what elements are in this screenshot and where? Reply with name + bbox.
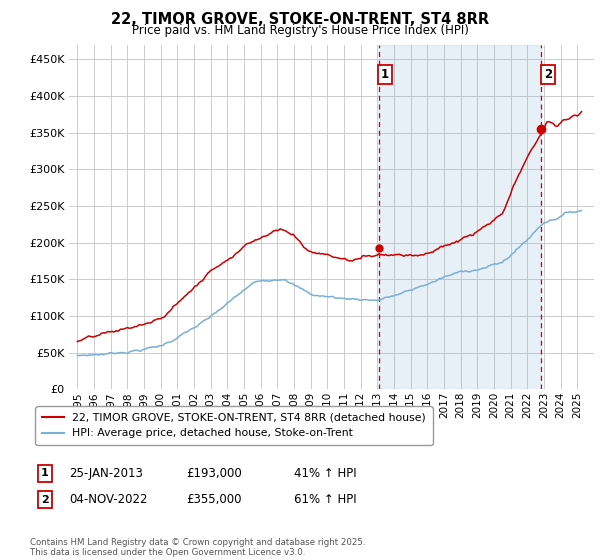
Bar	[379, 45, 541, 389]
Text: 25-JAN-2013: 25-JAN-2013	[69, 466, 143, 480]
Text: 41% ↑ HPI: 41% ↑ HPI	[294, 466, 356, 480]
Text: 04-NOV-2022: 04-NOV-2022	[69, 493, 148, 506]
Text: Price paid vs. HM Land Registry's House Price Index (HPI): Price paid vs. HM Land Registry's House …	[131, 24, 469, 36]
Text: £355,000: £355,000	[186, 493, 241, 506]
Text: 1: 1	[381, 68, 389, 81]
Text: £193,000: £193,000	[186, 466, 242, 480]
Text: 2: 2	[41, 494, 49, 505]
Legend: 22, TIMOR GROVE, STOKE-ON-TRENT, ST4 8RR (detached house), HPI: Average price, d: 22, TIMOR GROVE, STOKE-ON-TRENT, ST4 8RR…	[35, 407, 433, 445]
Text: 61% ↑ HPI: 61% ↑ HPI	[294, 493, 356, 506]
Text: Contains HM Land Registry data © Crown copyright and database right 2025.
This d: Contains HM Land Registry data © Crown c…	[30, 538, 365, 557]
Text: 1: 1	[41, 468, 49, 478]
Text: 2: 2	[544, 68, 552, 81]
Text: 22, TIMOR GROVE, STOKE-ON-TRENT, ST4 8RR: 22, TIMOR GROVE, STOKE-ON-TRENT, ST4 8RR	[111, 12, 489, 27]
